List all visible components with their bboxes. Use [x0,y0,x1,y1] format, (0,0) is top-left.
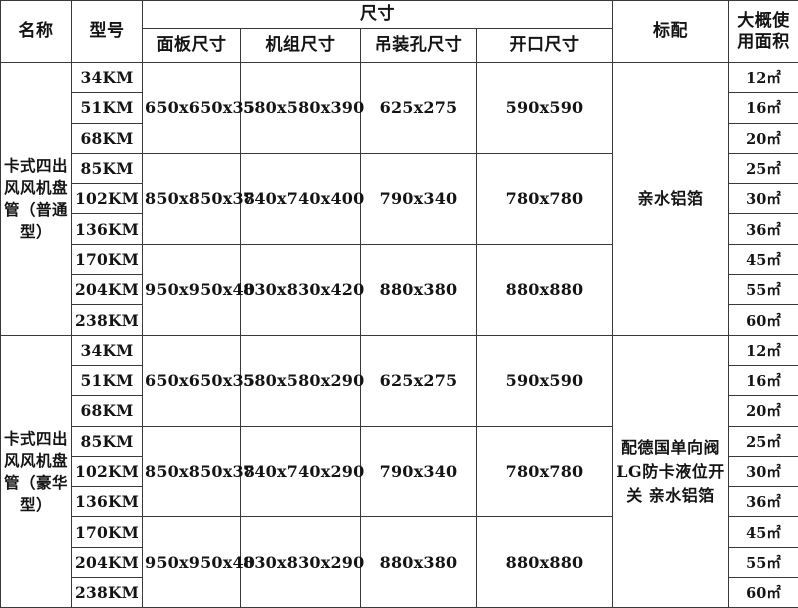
approx-area-cell: 60㎡ [728,304,798,336]
panel-size-cell: 650x650x35 [142,62,255,154]
header-row-sub: 面板尺寸 机组尺寸 吊装孔尺寸 开口尺寸 [1,28,798,63]
model-cell: 34KM [71,61,143,94]
opening-size-cell: 880x880 [476,243,613,336]
model-cell: 51KM [71,92,143,124]
model-cell: 170KM [71,516,143,548]
table-row: 170KM 950x950x40 830x830x290 880x380 880x880… [1,516,798,608]
unit-size-cell: 740x740x400 [240,152,364,245]
model-cell: 238KM [71,577,143,608]
header-model: 型号 [71,0,143,63]
model-cell: 204KM [71,274,143,306]
table-row: 170KM 950x950x40 830x830x420 880x380 880x880… [1,243,798,336]
header-dimension-group: 尺寸 [142,0,613,29]
table-row: 68KM 20㎡ [1,122,798,154]
table-row: 卡式四出风风机盘管（豪华型） 34KM 650x650x35 580x580x290 6… [0,334,798,608]
header-panel-size: 面板尺寸 [142,28,241,63]
unit-size-cell: 580x580x390 [240,62,364,154]
header-unit-size: 机组尺寸 [240,28,361,63]
table-row: 238KM 60㎡ [1,577,798,608]
approx-area-cell: 60㎡ [728,577,798,608]
model-cell: 68KM [71,395,143,427]
approx-area-cell: 55㎡ [728,546,798,579]
opening-size-cell: 590x590 [476,334,613,427]
approx-area-cell: 45㎡ [728,243,798,276]
table-row: 51KM 16㎡ [1,364,798,397]
unit-size-cell: 830x830x420 [240,243,364,336]
opening-size-cell: 780x780 [476,152,613,245]
header-name: 名称 [0,0,72,63]
header-standard-config: 标配 [612,0,729,63]
model-cell: 136KM [71,486,143,518]
panel-size-cell: 950x950x40 [142,516,255,608]
product-name-cell: 卡式四出风风机盘管（普通型） [0,62,72,336]
unit-size-cell: 580x580x290 [240,334,364,427]
model-cell: 68KM [71,122,143,154]
opening-size-cell: 590x590 [476,62,613,154]
approx-area-cell: 12㎡ [728,334,798,366]
approx-area-cell: 20㎡ [728,395,798,427]
table-row: 85KM 850x850x38 740x740x290 790x340 780x780 2… [1,425,798,518]
opening-size-cell: 780x780 [476,425,613,518]
approx-area-cell: 12㎡ [728,61,798,94]
header-approx-area: 大概使用面积 [728,0,798,63]
approx-area-cell: 45㎡ [728,516,798,548]
table-header: 名称 型号 尺寸 标配 大概使用面积 面板尺寸 机组尺寸 吊装孔尺寸 开口尺寸 [0,0,798,63]
model-cell: 102KM [71,183,143,215]
opening-size-cell: 880x880 [476,516,613,608]
header-opening-size: 开口尺寸 [476,28,613,63]
model-cell: 34KM [71,334,143,366]
approx-area-cell: 36㎡ [728,486,798,518]
header-row-top: 名称 型号 尺寸 标配 大概使用面积 [0,0,798,63]
standard-config-cell: 亲水铝箔 [612,62,729,336]
table-row: 102KM 30㎡ [1,183,798,215]
model-cell: 204KM [71,546,143,579]
approx-area-cell: 36㎡ [728,213,798,245]
model-cell: 85KM [71,152,143,185]
model-cell: 238KM [71,304,143,336]
model-cell: 85KM [71,425,143,457]
approx-area-cell: 16㎡ [728,92,798,124]
hanging-hole-size-cell: 880x380 [360,516,477,608]
approx-area-cell: 25㎡ [728,425,798,457]
hanging-hole-size-cell: 625x275 [360,334,477,427]
model-cell: 170KM [71,243,143,276]
table-row: 136KM 36㎡ [1,486,798,518]
table-row: 204KM 55㎡ [1,546,798,579]
header-hanging-hole-size: 吊装孔尺寸 [360,28,477,63]
product-name-cell: 卡式四出风风机盘管（豪华型） [0,334,72,608]
table-row: 51KM 16㎡ [1,92,798,124]
model-cell: 51KM [71,364,143,397]
unit-size-cell: 830x830x290 [240,516,364,608]
hanging-hole-size-cell: 790x340 [360,425,477,518]
approx-area-cell: 55㎡ [728,274,798,306]
hanging-hole-size-cell: 880x380 [360,243,477,336]
panel-size-cell: 950x950x40 [142,243,255,336]
panel-size-cell: 850x850x38 [142,425,255,518]
model-cell: 102KM [71,455,143,488]
unit-size-cell: 740x740x290 [240,425,364,518]
panel-size-cell: 850x850x38 [142,152,255,245]
standard-config-cell: 配德国单向阀LG防卡液位开关 亲水铝箔 [612,334,729,608]
table-row: 85KM 850x850x38 740x740x400 790x340 780x780 2… [1,152,798,245]
hanging-hole-size-cell: 790x340 [360,152,477,245]
approx-area-cell: 16㎡ [728,364,798,397]
panel-size-cell: 650x650x35 [142,334,255,427]
approx-area-cell: 25㎡ [728,152,798,185]
approx-area-cell: 30㎡ [728,455,798,488]
table-row: 卡式四出风风机盘管（普通型） 34KM 650x650x35 580x580x390 6… [0,61,798,336]
approx-area-cell: 30㎡ [728,183,798,215]
approx-area-cell: 20㎡ [728,122,798,154]
table-row: 204KM 55㎡ [1,274,798,306]
table-row: 68KM 20㎡ [1,395,798,427]
model-cell: 136KM [71,213,143,245]
table-body: 卡式四出风风机盘管（普通型） 34KM 650x650x35 580x580x390 6… [0,61,798,608]
hanging-hole-size-cell: 625x275 [360,62,477,154]
